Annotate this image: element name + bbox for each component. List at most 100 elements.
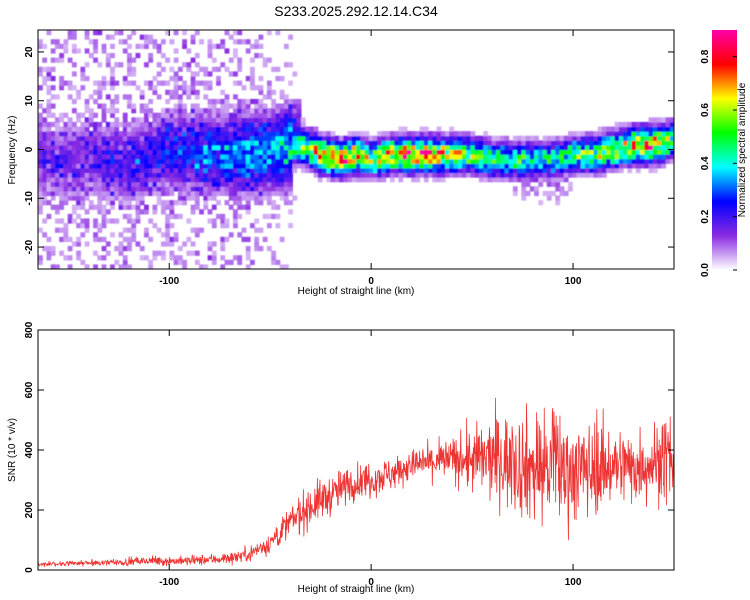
- spectrogram-cell: [156, 177, 162, 183]
- spectrogram-cell: [512, 167, 518, 174]
- spectrogram-cell: [122, 112, 128, 118]
- spectrogram-cell: [152, 181, 158, 187]
- spectrogram-cell: [165, 80, 171, 86]
- spectrogram-cell: [182, 154, 187, 160]
- spectrogram-cell: [207, 158, 213, 164]
- spectrogram-cell: [474, 135, 480, 141]
- spectrogram-cell: [80, 172, 86, 178]
- spectrogram-cell: [423, 167, 429, 174]
- spectrogram-cell: [237, 108, 243, 114]
- spectrogram-cell: [169, 94, 175, 100]
- spectrogram-cell: [559, 186, 565, 192]
- spectrogram-cell: [220, 112, 226, 118]
- spectrogram-cell: [534, 167, 539, 174]
- spectrogram-cell: [504, 177, 510, 183]
- spectrogram-cell: [182, 30, 187, 36]
- spectrogram-cell: [101, 163, 107, 169]
- spectrogram-cell: [364, 135, 370, 141]
- spectrogram-cell: [160, 135, 166, 141]
- spectrogram-cell: [135, 209, 141, 215]
- spectrogram-cell: [453, 135, 459, 141]
- spectrogram-cell: [148, 186, 154, 192]
- spectrogram-cell: [258, 34, 264, 40]
- spectrogram-cell: [233, 144, 238, 151]
- spectrogram-cell: [279, 177, 285, 183]
- spectrogram-cell: [245, 264, 251, 269]
- spectrogram-cell: [101, 80, 107, 86]
- spectrogram-cell: [63, 140, 69, 146]
- spectrogram-cell: [88, 163, 94, 169]
- spectrogram-cell: [233, 112, 238, 118]
- spectrogram-cell: [63, 39, 69, 45]
- spectrogram-cell: [593, 172, 599, 178]
- spectrogram-cell: [445, 163, 450, 169]
- spectrogram-cell: [406, 167, 412, 174]
- spectrogram-cell: [76, 135, 81, 141]
- spectrogram-cell: [640, 121, 645, 128]
- spectrogram-cell: [152, 158, 158, 164]
- spectrogram-cell: [199, 39, 204, 45]
- spectrogram-cell: [224, 112, 230, 118]
- spectrogram-cell: [207, 80, 213, 86]
- spectrogram-cell: [177, 117, 183, 123]
- spectrogram-cell: [449, 144, 455, 151]
- spectrogram-cell: [237, 213, 243, 220]
- spectrogram-cell: [42, 181, 48, 187]
- spectrogram-cell: [216, 135, 221, 141]
- spectrogram-cell: [487, 154, 493, 160]
- spectrogram-cell: [38, 39, 43, 45]
- spectrogram-cell: [512, 177, 518, 183]
- spectrogram-cell: [148, 131, 154, 137]
- spectrogram-cell: [54, 177, 60, 183]
- spectrogram-cell: [42, 80, 48, 86]
- spectrogram-cell: [165, 213, 171, 220]
- spectrogram-cell: [466, 154, 472, 160]
- spectrogram-cell: [127, 172, 132, 178]
- spectrogram-cell: [262, 121, 268, 128]
- spectrogram-cell: [139, 108, 145, 114]
- spectrogram-cell: [262, 172, 268, 178]
- spectrogram-cell: [71, 186, 77, 192]
- spectrogram-cell: [114, 140, 120, 146]
- spectrogram-cell: [440, 135, 446, 141]
- spectrogram-cell: [71, 177, 77, 183]
- y-tick-label: 200: [24, 501, 35, 518]
- spectrogram-cell: [657, 158, 662, 164]
- spectrogram-cell: [661, 163, 667, 169]
- spectrogram-cell: [220, 223, 226, 229]
- spectrogram-cell: [432, 131, 438, 137]
- spectrogram-cell: [245, 48, 251, 54]
- spectrogram-cell: [177, 103, 183, 109]
- spectrogram-cell: [627, 167, 633, 174]
- spectrogram-cell: [372, 135, 378, 141]
- spectrogram-cell: [122, 172, 128, 178]
- spectrogram-cell: [152, 39, 158, 45]
- spectrogram-cell: [42, 135, 48, 141]
- spectrogram-cell: [525, 158, 531, 164]
- spectrogram-cell: [364, 177, 370, 183]
- spectrogram-cell: [275, 223, 281, 229]
- spectrogram-cell: [415, 172, 421, 178]
- spectrogram-cell: [54, 154, 60, 160]
- spectrogram-cell: [517, 163, 522, 169]
- spectrogram-cell: [177, 177, 183, 183]
- spectrogram-cell: [135, 172, 141, 178]
- spectrogram-cell: [254, 98, 260, 105]
- spectrogram-cell: [84, 190, 90, 197]
- spectrogram-cell: [165, 190, 171, 197]
- spectrogram-cell: [42, 144, 48, 151]
- spectrogram-cell: [478, 158, 484, 164]
- spectrogram-cell: [38, 112, 43, 118]
- spectrogram-cell: [122, 158, 128, 164]
- spectrogram-cell: [194, 62, 200, 68]
- spectrogram-cell: [144, 131, 149, 137]
- spectrogram-cell: [63, 121, 69, 128]
- spectrogram-cell: [589, 167, 595, 174]
- spectrogram-cell: [110, 200, 115, 206]
- spectrogram-cell: [381, 135, 387, 141]
- spectrogram-cell: [38, 144, 43, 151]
- spectrogram-cell: [194, 232, 200, 238]
- spectrogram-cell: [224, 200, 230, 206]
- spectrogram-cell: [127, 177, 132, 183]
- spectrogram-cell: [38, 149, 43, 155]
